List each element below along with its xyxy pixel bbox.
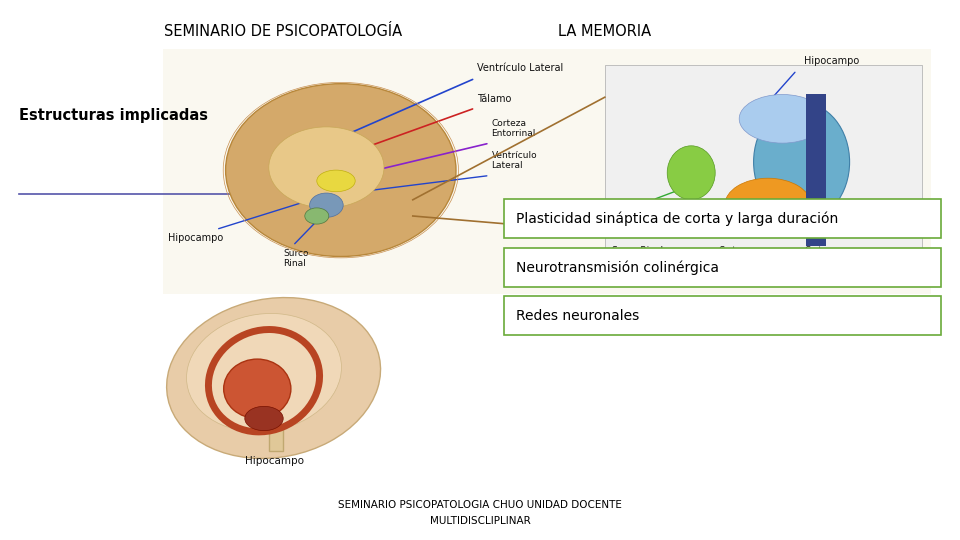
Ellipse shape [224,359,291,418]
FancyBboxPatch shape [504,199,941,238]
Text: Ventrículo Lateral: Ventrículo Lateral [477,63,564,73]
FancyBboxPatch shape [504,248,941,287]
Ellipse shape [167,298,380,458]
Text: Tálamo: Tálamo [477,93,512,104]
Ellipse shape [667,146,715,200]
Text: Corteza
Parahipocampal: Corteza Parahipocampal [804,246,872,265]
Ellipse shape [305,208,328,224]
Text: SEMINARIO DE PSICOPATOLOGÍA: SEMINARIO DE PSICOPATOLOGÍA [164,24,402,39]
Text: Neurotransmisión colinérgica: Neurotransmisión colinérgica [516,260,718,274]
FancyBboxPatch shape [605,65,922,270]
Ellipse shape [186,314,342,431]
Ellipse shape [309,193,344,217]
Text: Corteza
Entorrinal: Corteza Entorrinal [492,119,536,138]
Ellipse shape [754,103,850,221]
FancyBboxPatch shape [504,296,941,335]
Text: Estructuras implicadas: Estructuras implicadas [19,108,208,123]
Text: LA MEMORIA: LA MEMORIA [558,24,652,39]
Text: Plasticidad sináptica de corta y larga duración: Plasticidad sináptica de corta y larga d… [516,212,838,226]
Ellipse shape [226,84,456,256]
Text: MULTIDISCLIPLINAR: MULTIDISCLIPLINAR [430,516,530,526]
Text: Ventrículo
Lateral: Ventrículo Lateral [492,151,538,170]
FancyBboxPatch shape [806,94,826,246]
Ellipse shape [317,170,355,192]
Text: Redes neuronales: Redes neuronales [516,309,638,323]
Ellipse shape [269,127,384,208]
Ellipse shape [739,94,826,143]
Ellipse shape [725,178,811,232]
Text: Hipocampo: Hipocampo [168,233,224,244]
Text: SEMINARIO PSICOPATOLOGIA CHUO UNIDAD DOCENTE: SEMINARIO PSICOPATOLOGIA CHUO UNIDAD DOC… [338,500,622,510]
FancyBboxPatch shape [163,49,931,294]
Text: Hipocampo: Hipocampo [245,456,303,467]
Text: Hipocampo: Hipocampo [804,56,860,66]
Text: Surco Rinal: Surco Rinal [612,246,663,255]
Text: Surco
Rinal: Surco Rinal [283,249,309,268]
Ellipse shape [245,406,283,431]
FancyBboxPatch shape [269,429,283,451]
Text: Corteza
Perirrinal: Corteza Perirrinal [718,246,756,265]
